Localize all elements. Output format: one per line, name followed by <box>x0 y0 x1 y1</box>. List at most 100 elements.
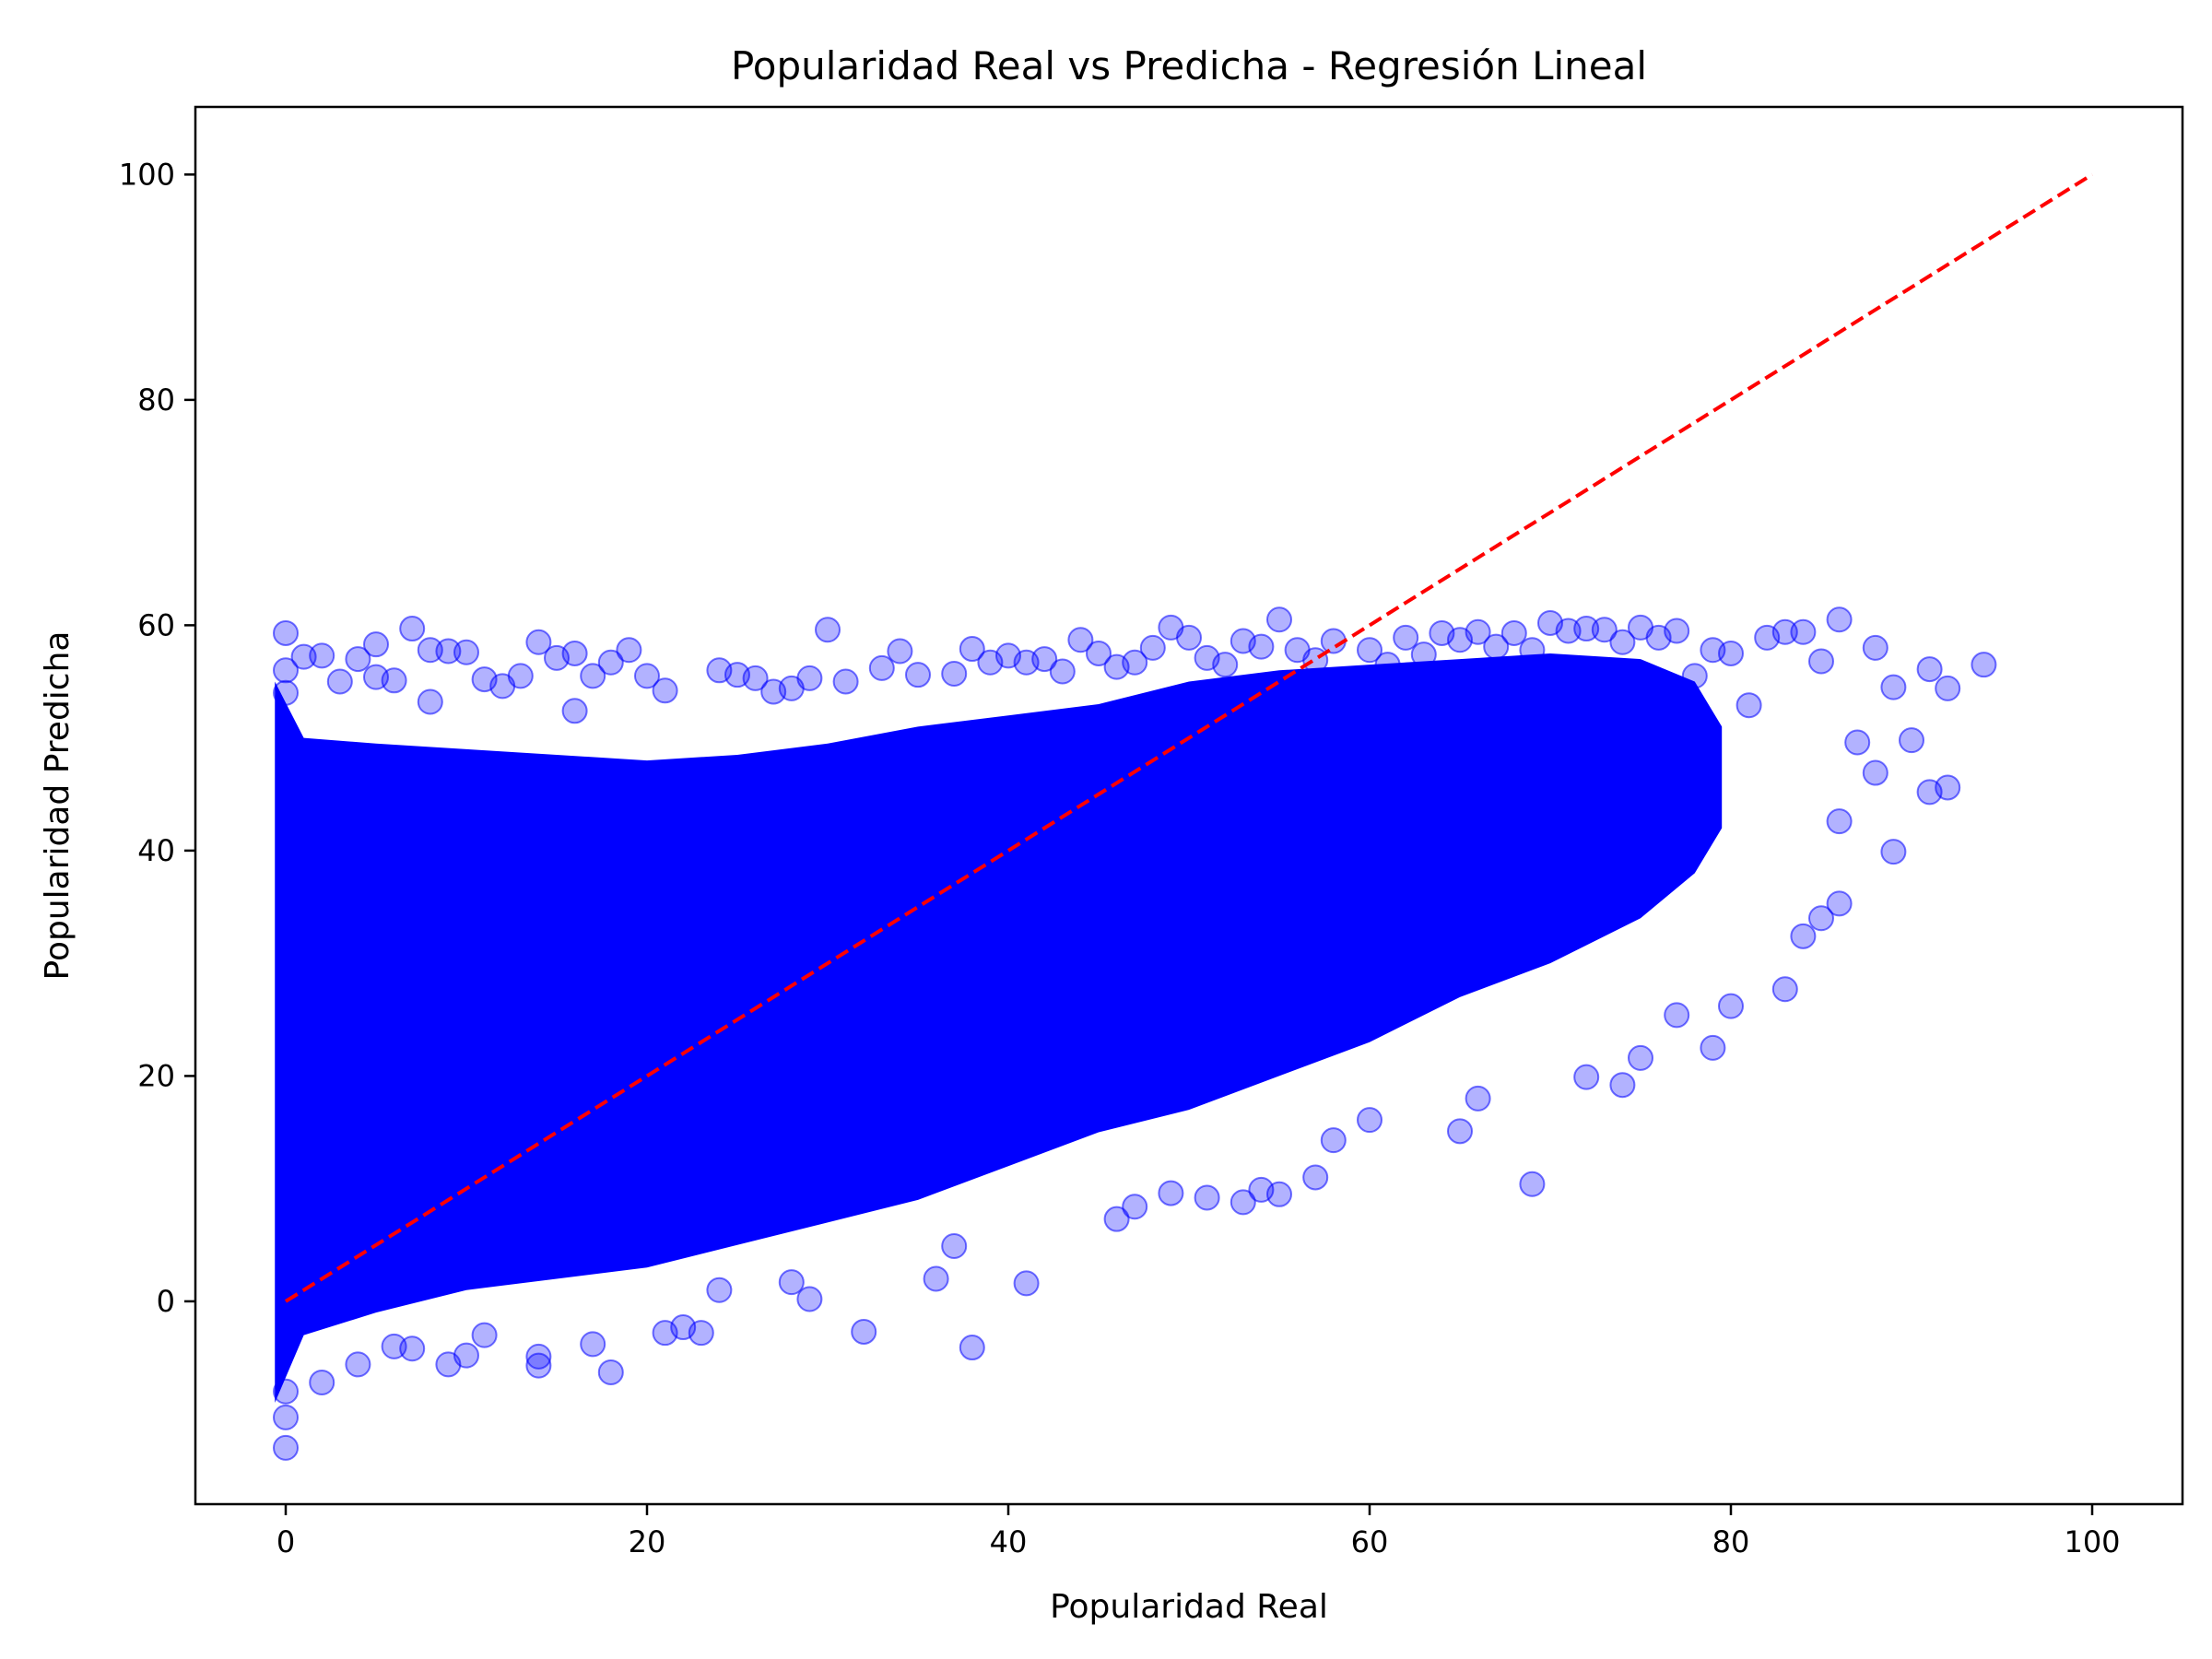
scatter-point <box>706 1277 733 1303</box>
scatter-point <box>1771 976 1798 1003</box>
scatter-point <box>959 636 985 663</box>
x-tick-label: 80 <box>1712 1524 1750 1559</box>
y-tick-label: 40 <box>137 833 175 868</box>
scatter-point <box>1664 1002 1690 1029</box>
scatter-point <box>923 1265 949 1292</box>
scatter-point <box>1971 652 1997 678</box>
scatter-point <box>851 1318 877 1345</box>
scatter-point <box>1935 774 1961 801</box>
scatter-point <box>1139 634 1166 661</box>
scatter-point <box>597 1359 624 1385</box>
scatter-point <box>652 677 678 704</box>
scatter-point <box>507 663 534 689</box>
scatter-point <box>1049 658 1076 685</box>
y-tick-label: 100 <box>119 157 175 192</box>
scatter-point <box>742 665 769 691</box>
scatter-point <box>778 1269 805 1296</box>
y-axis-ticks: 0 20 40 60 80 100 <box>119 157 195 1319</box>
y-tick-label: 20 <box>137 1058 175 1093</box>
scatter-point <box>597 649 624 676</box>
reference-line <box>284 172 2094 1303</box>
scatter-point <box>1790 923 1817 949</box>
scatter-point <box>309 642 335 669</box>
scatter-point <box>1410 641 1437 668</box>
scatter-point <box>1826 808 1853 835</box>
scatter-point <box>1357 637 1382 664</box>
scatter-point <box>1500 619 1527 646</box>
scatter-point <box>345 1351 371 1378</box>
scatter-point <box>941 1233 968 1260</box>
scatter-point <box>1899 727 1924 754</box>
scatter-point <box>273 657 299 684</box>
scatter-point <box>453 1342 479 1369</box>
scatter-point <box>345 646 371 673</box>
point-cloud-core <box>275 653 1723 1403</box>
scatter-point <box>1771 618 1798 645</box>
scatter-point <box>453 639 479 665</box>
scatter-point <box>1808 648 1834 675</box>
scatter-point <box>399 1335 426 1362</box>
scatter-point <box>1067 627 1094 653</box>
scatter-point <box>1826 890 1853 917</box>
scatter-point <box>1880 839 1907 865</box>
scatter-point <box>634 663 660 689</box>
scatter-point <box>273 1378 299 1405</box>
scatter-point <box>959 1335 985 1361</box>
scatter-point <box>290 643 317 670</box>
scatter-point <box>1808 905 1834 932</box>
scatter-point <box>1248 633 1275 660</box>
scatter-point <box>381 667 407 694</box>
scatter-point <box>1591 617 1618 643</box>
scatter-point <box>1212 652 1239 678</box>
scatter-point <box>1465 618 1491 645</box>
scatter-point <box>273 1404 299 1430</box>
scatter-point <box>1718 640 1744 666</box>
scatter-point <box>1519 637 1546 664</box>
scatter-point <box>887 638 913 665</box>
scatter-point <box>1266 1181 1292 1207</box>
scatter-point <box>1628 1044 1653 1071</box>
scatter-point <box>1862 634 1888 661</box>
x-axis-ticks: 0 20 40 60 80 100 <box>276 1504 2121 1559</box>
scatter-point <box>363 631 389 658</box>
scatter-point <box>1573 616 1600 642</box>
scatter-point <box>1609 1072 1636 1099</box>
scatter-point <box>1862 759 1888 786</box>
scatter-point <box>868 654 895 681</box>
scatter-point <box>1320 1127 1347 1154</box>
y-axis-label: Popularidad Predicha <box>39 631 76 981</box>
scatter-point <box>941 660 968 687</box>
x-tick-label: 0 <box>276 1524 295 1559</box>
scatter-point <box>905 662 931 688</box>
scatter-point <box>1122 1194 1148 1220</box>
x-tick-label: 100 <box>2064 1524 2120 1559</box>
scatter-points <box>273 606 1997 1461</box>
scatter-point <box>1790 618 1817 645</box>
y-tick-label: 0 <box>157 1284 175 1319</box>
scatter-point <box>688 1320 714 1347</box>
plot-frame <box>194 105 2184 1506</box>
scatter-point <box>1735 692 1762 719</box>
scatter-point <box>471 1322 498 1348</box>
scatter-point <box>796 665 823 691</box>
scatter-point <box>1103 1206 1130 1232</box>
scatter-point <box>1718 993 1744 1019</box>
scatter-point <box>561 640 588 666</box>
scatter-point <box>815 617 841 643</box>
scatter-point <box>1609 629 1636 655</box>
scatter-point <box>417 688 443 715</box>
scatter-point <box>561 698 588 724</box>
scatter-point <box>1357 1107 1382 1134</box>
x-tick-label: 40 <box>990 1524 1028 1559</box>
scatter-point <box>525 1352 552 1379</box>
scatter-point <box>1031 646 1058 673</box>
scatter-point <box>1916 656 1943 683</box>
scatter-point <box>1880 674 1907 700</box>
scatter-point <box>1374 652 1401 678</box>
scatter-point <box>796 1286 823 1312</box>
scatter-point <box>1844 729 1871 756</box>
scatter-point <box>1266 606 1292 633</box>
scatter-point <box>616 637 642 664</box>
scatter-point <box>1465 1085 1491 1112</box>
